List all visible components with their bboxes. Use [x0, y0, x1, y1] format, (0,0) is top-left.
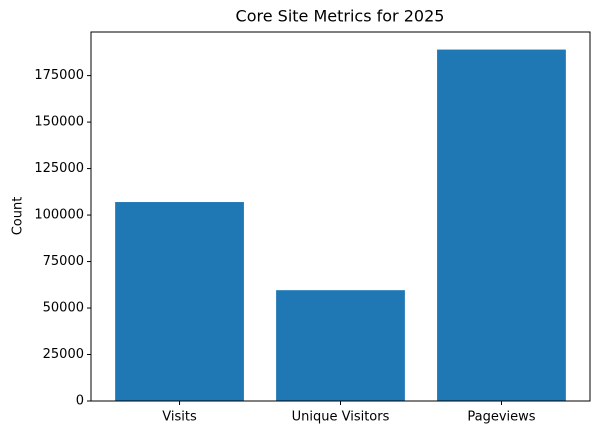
y-tick-label: 0: [76, 394, 84, 409]
plot-frame: [90, 31, 591, 402]
y-tick-label: 100000: [34, 208, 84, 223]
y-tick-label: 150000: [34, 115, 84, 130]
y-tick-label: 175000: [34, 68, 84, 83]
x-tick-label: Unique Visitors: [292, 410, 390, 425]
y-tick-label: 25000: [43, 347, 84, 362]
bar: [276, 290, 405, 401]
x-tick-label: Pageviews: [467, 410, 535, 425]
bar: [115, 202, 244, 401]
x-tick-label: Visits: [162, 410, 197, 425]
y-axis-label: Count: [11, 197, 26, 236]
y-tick-label: 50000: [43, 301, 84, 316]
y-tick-label: 75000: [43, 254, 84, 269]
y-tick-label: 125000: [34, 161, 84, 176]
bar: [437, 49, 566, 401]
chart-title: Core Site Metrics for 2025: [236, 7, 445, 26]
